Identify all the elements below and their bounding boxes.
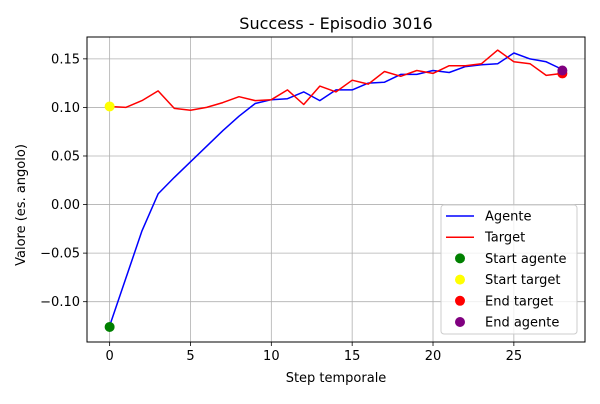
plot-frame — [86, 36, 586, 343]
marker-start-target — [104, 101, 115, 112]
legend-swatch-marker — [455, 253, 465, 264]
y-tick-label: 0.10 — [51, 101, 80, 116]
y-tick-label: −0.05 — [40, 247, 80, 262]
legend-swatch-marker — [455, 274, 465, 285]
series-layer — [104, 49, 568, 332]
x-tick-label: 25 — [506, 349, 523, 364]
x-tick-label: 5 — [186, 349, 194, 364]
x-tick-label: 10 — [263, 349, 280, 364]
series-line-agente — [108, 52, 563, 327]
marker-end-agente — [557, 65, 568, 76]
legend-items: Agente Target Start agente Start target End … — [446, 210, 566, 331]
y-tick-label: 0.05 — [51, 149, 80, 164]
marker-start-agente — [104, 321, 115, 332]
y-tick-label: 0.00 — [51, 198, 80, 213]
legend-label: End agente — [485, 316, 559, 331]
legend-label: End target — [485, 294, 553, 309]
legend-label: Start agente — [485, 252, 566, 267]
y-axis-label: Valore (es. angolo) — [14, 144, 29, 266]
series-line-target — [109, 49, 563, 112]
x-tick-label: 0 — [105, 349, 113, 364]
legend-label: Agente — [485, 210, 531, 225]
axes: 0 5 10 15 20 25 −0.10 −0.05 0.00 0.05 0.10 0.15 — [40, 52, 522, 364]
grid — [87, 37, 585, 342]
legend-swatch-marker — [455, 295, 465, 306]
x-axis-label: Step temporale — [286, 371, 387, 386]
legend-box — [440, 204, 578, 335]
legend: Agente Target Start agente Start target End … — [440, 204, 578, 335]
legend-label: Target — [484, 231, 525, 246]
legend-swatch-marker — [455, 317, 465, 327]
y-tick-label: −0.10 — [40, 295, 80, 310]
x-tick-label: 20 — [425, 349, 442, 364]
x-tick-label: 15 — [344, 349, 361, 364]
chart-title: Success - Episodio 3016 — [239, 14, 432, 33]
legend-label: Start target — [485, 273, 560, 288]
y-tick-label: 0.15 — [51, 52, 80, 67]
